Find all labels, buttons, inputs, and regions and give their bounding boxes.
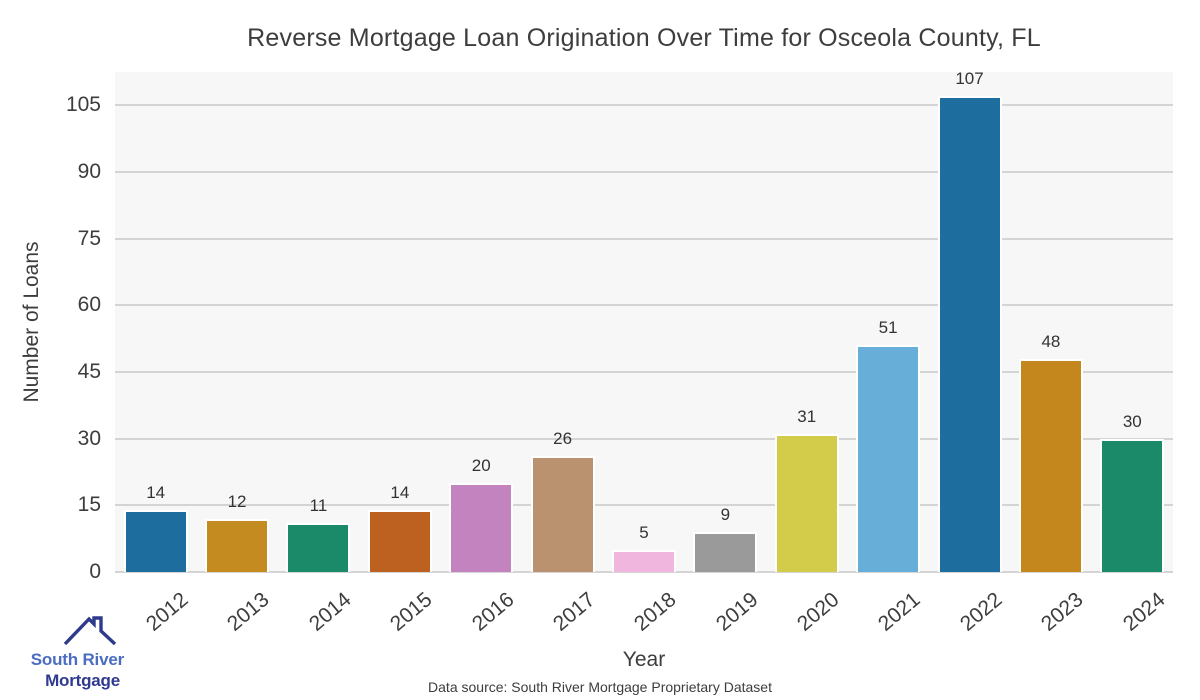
y-tick-label: 105 bbox=[65, 93, 101, 117]
bar-value-label: 14 bbox=[390, 482, 410, 502]
gridline-y-45 bbox=[115, 371, 1173, 373]
x-tick-label-2023: 2023 bbox=[1037, 588, 1088, 636]
x-tick-label-2013: 2013 bbox=[223, 588, 274, 636]
bar-2013 bbox=[205, 518, 270, 572]
bar-2016 bbox=[449, 483, 514, 572]
chart-title: Reverse Mortgage Loan Origination Over T… bbox=[247, 24, 1041, 52]
bar-value-label: 11 bbox=[309, 496, 328, 516]
logo-line-mortgage: Mortgage bbox=[45, 671, 120, 690]
x-tick-label-2014: 2014 bbox=[304, 588, 356, 636]
bar-value-label: 48 bbox=[1041, 331, 1061, 351]
y-tick-label: 45 bbox=[77, 360, 101, 383]
bar-2024 bbox=[1100, 438, 1165, 572]
x-tick-label-2012: 2012 bbox=[141, 588, 193, 636]
bar-value-label: 107 bbox=[955, 69, 984, 89]
logo-text: South River Mortgage bbox=[20, 649, 124, 691]
bar-2019 bbox=[693, 532, 758, 572]
bar-value-label: 12 bbox=[227, 491, 247, 511]
plot-area: 14 12 11 14 20 26 5 9 31 51 107 48 30 bbox=[115, 69, 1173, 573]
bar-2014 bbox=[286, 523, 351, 572]
bar-2017 bbox=[530, 456, 595, 572]
bar-2015 bbox=[367, 509, 432, 572]
bar-value-label: 5 bbox=[639, 522, 649, 542]
bar-value-label: 30 bbox=[1122, 411, 1142, 431]
bar-value-label: 20 bbox=[471, 456, 491, 476]
logo-line-south-river: South River bbox=[30, 650, 124, 669]
bar-2021 bbox=[856, 345, 921, 572]
gridline-y-90 bbox=[115, 171, 1173, 173]
y-tick-label: 0 bbox=[89, 560, 101, 583]
y-tick-label: 90 bbox=[77, 160, 101, 183]
x-axis-title: Year bbox=[622, 648, 666, 671]
bar-value-label: 9 bbox=[720, 505, 731, 524]
x-tick-label-2016: 2016 bbox=[467, 588, 519, 636]
house-roof-icon bbox=[63, 616, 117, 646]
gridline-y-0 bbox=[115, 571, 1173, 573]
bar-2018 bbox=[612, 549, 676, 572]
y-tick-label: 15 bbox=[77, 493, 101, 517]
y-tick-label: 75 bbox=[77, 226, 101, 250]
gridline-y-60 bbox=[115, 304, 1173, 307]
bar-value-label: 31 bbox=[797, 407, 817, 427]
gridline-y-75 bbox=[115, 237, 1173, 240]
bar-2023 bbox=[1018, 358, 1083, 572]
x-tick-label-2020: 2020 bbox=[792, 588, 844, 636]
south-river-mortgage-logo: South River Mortgage bbox=[20, 611, 124, 691]
bar-value-label: 51 bbox=[878, 318, 898, 338]
bar-2012 bbox=[123, 509, 188, 572]
y-tick-label: 30 bbox=[77, 426, 101, 450]
bar-value-label: 26 bbox=[553, 429, 573, 449]
x-tick-label-2019: 2019 bbox=[711, 588, 763, 636]
bar-2022 bbox=[937, 96, 1002, 572]
x-tick-label-2022: 2022 bbox=[955, 588, 1007, 636]
gridline-y-15 bbox=[115, 504, 1173, 507]
data-source-caption: Data source: South River Mortgage Propri… bbox=[428, 679, 772, 695]
x-tick-label-2015: 2015 bbox=[386, 588, 437, 636]
gridline-y-105 bbox=[115, 104, 1173, 107]
x-tick-label-2021: 2021 bbox=[874, 588, 925, 636]
x-tick-label-2018: 2018 bbox=[630, 588, 681, 636]
gridline-y-30 bbox=[115, 437, 1173, 440]
x-tick-label-2017: 2017 bbox=[548, 588, 600, 636]
bar-2020 bbox=[774, 434, 839, 572]
y-tick-label: 60 bbox=[77, 293, 101, 317]
x-tick-label-2024: 2024 bbox=[1118, 588, 1170, 636]
bar-value-label: 14 bbox=[146, 482, 166, 502]
